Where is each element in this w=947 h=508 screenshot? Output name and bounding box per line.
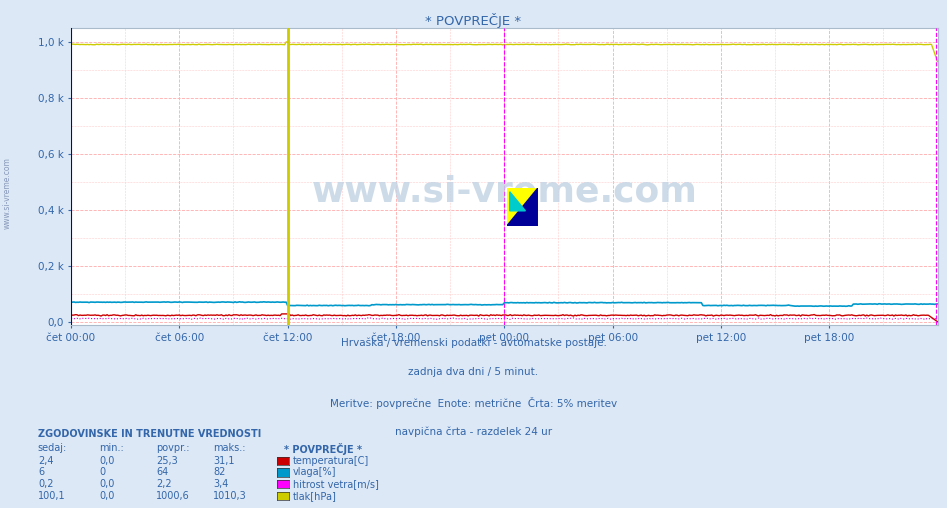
Text: 31,1: 31,1 bbox=[213, 456, 235, 466]
Text: ZGODOVINSKE IN TRENUTNE VREDNOSTI: ZGODOVINSKE IN TRENUTNE VREDNOSTI bbox=[38, 429, 261, 439]
Text: 1010,3: 1010,3 bbox=[213, 491, 247, 501]
Text: www.si-vreme.com: www.si-vreme.com bbox=[312, 174, 697, 208]
Text: zadnja dva dni / 5 minut.: zadnja dva dni / 5 minut. bbox=[408, 367, 539, 377]
Text: tlak[hPa]: tlak[hPa] bbox=[293, 491, 336, 501]
Text: 100,1: 100,1 bbox=[38, 491, 65, 501]
Text: 0,0: 0,0 bbox=[99, 479, 115, 489]
Text: 64: 64 bbox=[156, 467, 169, 478]
Text: 6: 6 bbox=[38, 467, 44, 478]
Text: 0,2: 0,2 bbox=[38, 479, 53, 489]
Text: 25,3: 25,3 bbox=[156, 456, 178, 466]
Text: 1000,6: 1000,6 bbox=[156, 491, 190, 501]
Text: * POVPREČJE *: * POVPREČJE * bbox=[284, 443, 362, 455]
Text: 0,0: 0,0 bbox=[99, 456, 115, 466]
Text: 0,0: 0,0 bbox=[99, 491, 115, 501]
Text: 2,2: 2,2 bbox=[156, 479, 171, 489]
Text: maks.:: maks.: bbox=[213, 443, 245, 453]
Text: 3,4: 3,4 bbox=[213, 479, 228, 489]
Text: povpr.:: povpr.: bbox=[156, 443, 189, 453]
Polygon shape bbox=[507, 188, 538, 226]
Text: Meritve: povprečne  Enote: metrične  Črta: 5% meritev: Meritve: povprečne Enote: metrične Črta:… bbox=[330, 397, 617, 409]
Text: sedaj:: sedaj: bbox=[38, 443, 67, 453]
Text: navpična črta - razdelek 24 ur: navpična črta - razdelek 24 ur bbox=[395, 426, 552, 437]
Text: 82: 82 bbox=[213, 467, 225, 478]
Text: hitrost vetra[m/s]: hitrost vetra[m/s] bbox=[293, 479, 379, 489]
Text: www.si-vreme.com: www.si-vreme.com bbox=[3, 157, 12, 229]
Text: 0: 0 bbox=[99, 467, 105, 478]
Text: 2,4: 2,4 bbox=[38, 456, 53, 466]
Text: temperatura[C]: temperatura[C] bbox=[293, 456, 369, 466]
Polygon shape bbox=[509, 192, 526, 211]
Text: Hrvaška / vremenski podatki - avtomatske postaje.: Hrvaška / vremenski podatki - avtomatske… bbox=[341, 338, 606, 348]
Text: vlaga[%]: vlaga[%] bbox=[293, 467, 336, 478]
Polygon shape bbox=[507, 188, 538, 226]
Text: min.:: min.: bbox=[99, 443, 124, 453]
Text: * POVPREČJE *: * POVPREČJE * bbox=[425, 13, 522, 28]
